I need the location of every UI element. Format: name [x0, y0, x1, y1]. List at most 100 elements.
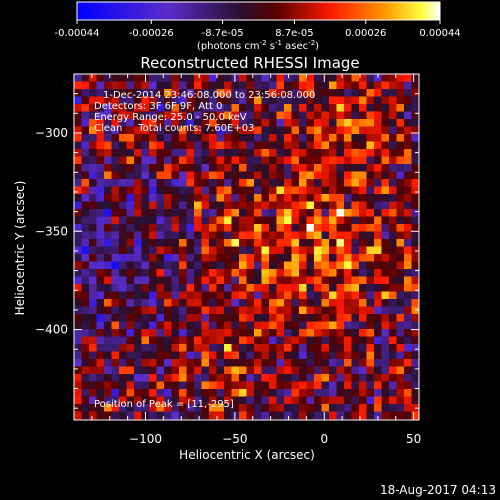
heatmap-cell — [209, 156, 217, 165]
heatmap-cell — [104, 374, 112, 382]
heatmap-cell — [314, 96, 322, 105]
heatmap-cell — [156, 381, 165, 390]
heatmap-cell — [119, 381, 127, 390]
heatmap-cell — [164, 171, 172, 180]
heatmap-cell — [389, 149, 397, 157]
heatmap-cell — [261, 126, 270, 135]
heatmap-cell — [171, 149, 180, 157]
heatmap-cell — [404, 359, 412, 367]
heatmap-cell — [119, 201, 127, 210]
heatmap-cell — [321, 81, 330, 90]
heatmap-cell — [81, 299, 90, 307]
heatmap-cell — [284, 149, 292, 157]
heatmap-cell — [96, 231, 105, 240]
heatmap-cell — [239, 141, 247, 150]
heatmap-cell — [329, 141, 337, 150]
heatmap-cell — [201, 246, 210, 255]
heatmap-cell — [276, 149, 285, 157]
heatmap-cell — [156, 366, 165, 375]
heatmap-cell — [359, 321, 367, 330]
heatmap-cell — [299, 111, 307, 120]
heatmap-cell — [254, 224, 262, 232]
heatmap-cell — [374, 156, 382, 165]
heatmap-cell — [186, 201, 195, 210]
heatmap-cell — [306, 126, 315, 135]
heatmap-cell — [261, 396, 270, 405]
heatmap-cell — [156, 216, 165, 225]
heatmap-cell — [336, 231, 345, 240]
heatmap-cell — [156, 269, 165, 277]
heatmap-cell — [344, 89, 352, 97]
heatmap-cell — [329, 164, 337, 172]
heatmap-cell — [299, 239, 307, 247]
heatmap-cell — [164, 119, 172, 127]
heatmap-cell — [141, 231, 150, 240]
heatmap-cell — [81, 81, 90, 90]
heatmap-cell — [276, 74, 285, 82]
heatmap-cell — [111, 306, 120, 315]
heatmap-cell — [104, 269, 112, 277]
heatmap-cell — [299, 104, 307, 112]
heatmap-cell — [141, 111, 150, 120]
heatmap-cell — [411, 344, 419, 352]
heatmap-cell — [224, 351, 232, 360]
heatmap-cell — [374, 396, 382, 405]
heatmap-cell — [351, 239, 360, 247]
heatmap-cell — [201, 336, 210, 345]
heatmap-cell — [254, 231, 262, 240]
heatmap-cell — [381, 96, 390, 105]
heatmap-cell — [104, 359, 112, 367]
heatmap-cell — [171, 156, 180, 165]
heatmap-cell — [261, 96, 270, 105]
heatmap-cell — [209, 359, 217, 367]
heatmap-cell — [321, 254, 330, 262]
heatmap-cell — [254, 209, 262, 217]
heatmap-cell — [336, 201, 345, 210]
heatmap-cell — [216, 194, 225, 202]
heatmap-cell — [171, 381, 180, 390]
heatmap-cell — [209, 149, 217, 157]
heatmap-cell — [321, 179, 330, 187]
heatmap-cell — [381, 216, 390, 225]
heatmap-cell — [284, 254, 292, 262]
heatmap-cell — [231, 224, 240, 232]
heatmap-cell — [336, 404, 345, 412]
heatmap-cell — [329, 149, 337, 157]
heatmap-cell — [126, 374, 135, 382]
heatmap-cell — [291, 126, 300, 135]
heatmap-cell — [179, 74, 187, 82]
heatmap-cell — [179, 411, 187, 420]
heatmap-cell — [381, 224, 390, 232]
heatmap-cell — [104, 246, 112, 255]
heatmap-cell — [186, 404, 195, 412]
heatmap-cell — [396, 119, 405, 127]
heatmap-cell — [134, 314, 142, 322]
heatmap-cell — [81, 224, 90, 232]
heatmap-cell — [359, 186, 367, 195]
heatmap-cell — [254, 306, 262, 315]
heatmap-cell — [224, 164, 232, 172]
heatmap-cell — [156, 156, 165, 165]
heatmap-cell — [164, 329, 172, 337]
heatmap-cell — [261, 321, 270, 330]
heatmap-cell — [351, 329, 360, 337]
heatmap-cell — [276, 411, 285, 420]
heatmap-cell — [119, 404, 127, 412]
heatmap-cell — [74, 411, 82, 420]
heatmap-cell — [126, 336, 135, 345]
heatmap-cell — [119, 224, 127, 232]
heatmap-cell — [119, 314, 127, 322]
heatmap-cell — [239, 306, 247, 315]
heatmap-cell — [261, 306, 270, 315]
heatmap-cell — [389, 126, 397, 135]
heatmap-cell — [336, 411, 345, 420]
heatmap-cell — [404, 156, 412, 165]
heatmap-cell — [359, 179, 367, 187]
heatmap-cell — [119, 344, 127, 352]
colorbar: -0.00044 -0.00026 -8.7e-05 8.7e-05 0.00026 0.… — [55, 1, 461, 52]
heatmap-cell — [149, 344, 157, 352]
heatmap-cell — [246, 216, 255, 225]
heatmap-cell — [186, 299, 195, 307]
heatmap-cell — [156, 104, 165, 112]
heatmap-cell — [381, 299, 390, 307]
